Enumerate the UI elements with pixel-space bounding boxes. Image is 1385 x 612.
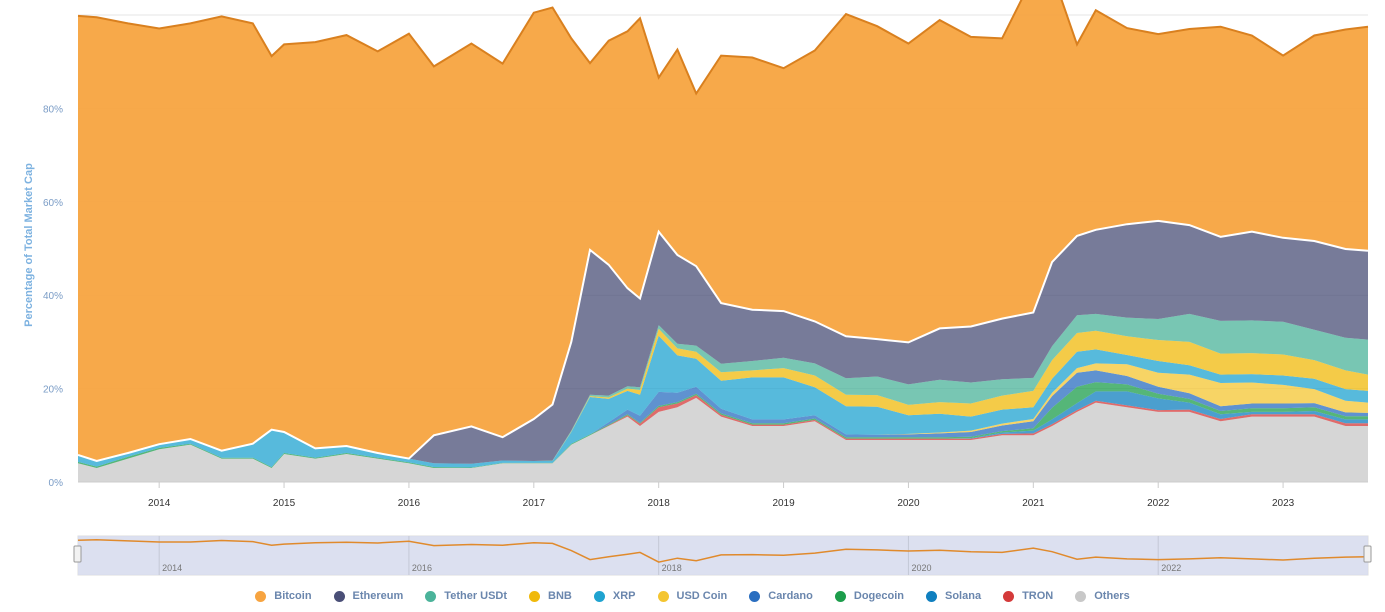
x-tick-label: 2017	[523, 498, 546, 509]
navigator-tick-label: 2016	[412, 563, 432, 573]
legend-label: Ethereum	[352, 590, 404, 602]
legend-swatch	[1075, 590, 1087, 602]
bitcoin-line	[77, 0, 1369, 96]
legend-label: Bitcoin	[274, 590, 312, 602]
legend-item-tron[interactable]: TRON	[1003, 590, 1053, 602]
x-tick-label: 2020	[897, 498, 920, 509]
legend-label: TRON	[1022, 590, 1054, 602]
y-axis-label: Percentage of Total Market Cap	[23, 163, 35, 327]
bitcoin-baseline	[77, 219, 1369, 463]
legend-swatch	[749, 590, 761, 602]
legend-item-tether-usdt[interactable]: Tether USDt	[425, 590, 507, 602]
legend-swatch	[333, 590, 345, 602]
legend-label: XRP	[612, 590, 636, 602]
legend-label: Dogecoin	[853, 590, 904, 602]
legend-item-xrp[interactable]: XRP	[593, 590, 636, 602]
navigator-handle-right[interactable]	[1363, 545, 1372, 563]
legend-item-solana[interactable]: Solana	[926, 590, 981, 602]
legend-item-ethereum[interactable]: Ethereum	[333, 590, 404, 602]
range-navigator[interactable]: 2014 2016 2018 2020 2022	[73, 535, 1372, 576]
x-tick-label: 2016	[398, 498, 421, 509]
x-tick-label: 2023	[1272, 498, 1295, 509]
legend-item-bitcoin[interactable]: Bitcoin	[255, 590, 312, 602]
legend-swatch	[593, 590, 605, 602]
y-tick-label: 40%	[43, 291, 63, 302]
legend-swatch	[255, 590, 267, 602]
legend-item-cardano[interactable]: Cardano	[749, 590, 813, 602]
legend-label: Tether USDt	[444, 590, 508, 602]
series-area-tether-usdt[interactable]	[78, 313, 1368, 464]
navigator-tick-label: 2014	[162, 563, 182, 573]
legend-label: USD Coin	[676, 590, 728, 602]
x-tick-label: 2019	[772, 498, 795, 509]
x-tick-label: 2018	[648, 498, 671, 509]
legend-label: Solana	[945, 590, 982, 602]
legend-label: Others	[1094, 590, 1130, 602]
navigator-tick-label: 2020	[911, 563, 931, 573]
legend-swatch	[834, 590, 846, 602]
chart-svg: 0% 20% 40% 60% 80% 2014 2015 2016 2017 2018 2019 2…	[23, 0, 1372, 576]
navigator-handle-left[interactable]	[73, 545, 82, 563]
legend-swatch	[926, 590, 937, 602]
legend-swatch	[529, 590, 541, 602]
series-area-xrp[interactable]	[78, 335, 1368, 468]
x-tick-label: 2021	[1022, 498, 1045, 509]
y-tick-label: 0%	[49, 478, 64, 489]
x-tick-label: 2014	[148, 498, 171, 509]
navigator-tick-label: 2018	[662, 563, 682, 573]
y-tick-label: 80%	[43, 104, 63, 115]
legend-item-others[interactable]: Others	[1075, 590, 1130, 602]
navigator-bitcoin-line	[77, 539, 1369, 563]
y-tick-label: 20%	[43, 385, 63, 396]
x-tick-label: 2022	[1147, 498, 1170, 509]
y-tick-label: 60%	[43, 198, 63, 209]
legend-label: BNB	[548, 590, 572, 602]
legend-swatch	[1003, 590, 1015, 602]
legend-swatch	[425, 590, 437, 602]
legend-label: Cardano	[768, 590, 813, 602]
x-tick-label: 2015	[273, 498, 296, 509]
legend-item-usd-coin[interactable]: USD Coin	[657, 590, 728, 602]
series-area-others[interactable]	[78, 397, 1368, 482]
legend-swatch	[657, 590, 669, 602]
navigator-tick-label: 2022	[1161, 563, 1181, 573]
chart-legend: Bitcoin Ethereum Tether USDt BNB XRP USD Coin…	[0, 590, 1385, 602]
legend-item-dogecoin[interactable]: Dogecoin	[834, 590, 904, 602]
series-area-bitcoin[interactable]	[78, 0, 1368, 461]
legend-item-bnb[interactable]: BNB	[529, 590, 572, 602]
